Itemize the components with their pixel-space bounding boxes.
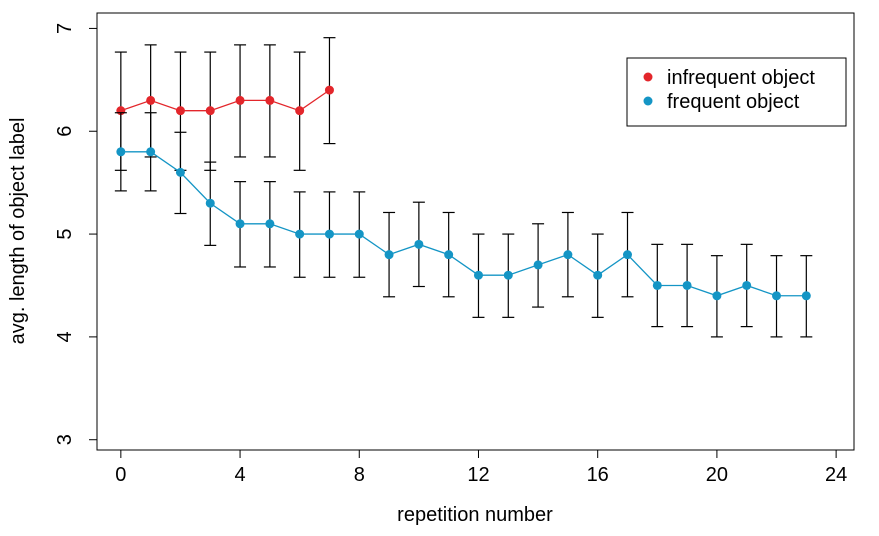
y-axis-label: avg. length of object label [7,118,29,345]
y-tick-label: 5 [54,229,76,240]
legend-marker-frequent [643,96,653,106]
data-point [265,95,275,105]
x-tick-label: 4 [234,464,245,486]
data-point [533,260,543,270]
data-point [146,95,156,105]
plot-frame [96,12,855,451]
data-point [772,291,782,301]
axes: 0 4 8 12 16 20 24 3 4 5 6 7 [54,23,847,486]
x-tick-label: 0 [115,464,126,486]
data-point [712,291,722,301]
data-point [593,270,603,280]
data-point [473,270,483,280]
x-tick-label: 16 [587,464,609,486]
y-tick-label: 7 [54,23,76,34]
x-tick-label: 20 [706,464,728,486]
series-layer [114,37,813,338]
series-1 [114,112,813,338]
data-point [175,106,185,116]
x-tick-label: 24 [825,464,847,486]
data-point [563,250,573,260]
data-point [324,85,334,95]
data-point [265,219,275,229]
legend-box [626,57,847,127]
x-axis-label: repetition number [397,504,553,526]
data-point [146,147,156,157]
x-tick-label: 12 [467,464,489,486]
y-tick-label: 3 [54,434,76,445]
data-point [235,219,245,229]
legend-marker-infrequent [643,72,653,82]
data-point [414,239,424,249]
data-point [622,250,632,260]
legend: infrequent object frequent object [626,57,847,127]
data-point [384,250,394,260]
data-point [295,229,305,239]
data-point [205,198,215,208]
data-point [205,106,215,116]
data-point [324,229,334,239]
data-point [801,291,811,301]
x-tick-label: 8 [354,464,365,486]
data-point [503,270,513,280]
data-point [175,167,185,177]
data-point [295,106,305,116]
data-point [116,147,126,157]
legend-label-frequent: frequent object [667,91,800,113]
y-tick-label: 4 [54,331,76,342]
data-point [652,280,662,290]
data-point [235,95,245,105]
data-point [444,250,454,260]
data-point [742,280,752,290]
legend-label-infrequent: infrequent object [667,67,815,89]
data-point [682,280,692,290]
y-tick-label: 6 [54,126,76,137]
series-line [120,151,807,297]
series-line [120,89,330,112]
data-point [354,229,364,239]
